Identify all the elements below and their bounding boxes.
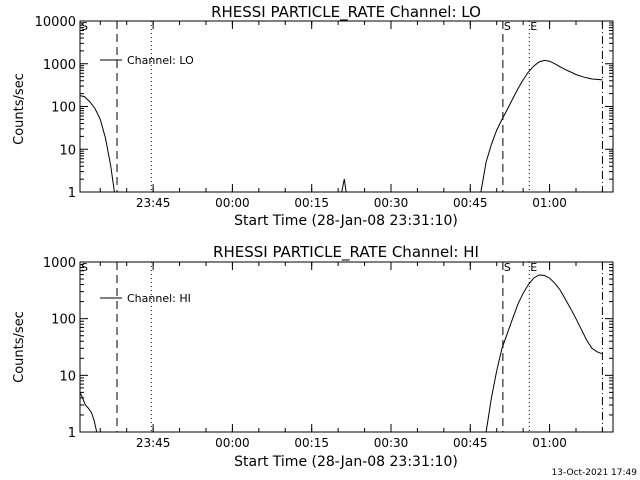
footer-timestamp: 13-Oct-2021 17:49 <box>552 468 638 478</box>
x-tick-label: 00:30 <box>374 196 409 210</box>
x-tick-label: 00:15 <box>294 436 329 450</box>
y-axis-label: Counts/sec <box>12 73 27 145</box>
y-tick-label: 1 <box>68 426 76 441</box>
x-tick-label: 23:45 <box>136 196 171 210</box>
y-tick-label: 1000 <box>43 256 76 271</box>
x-tick-label: 00:45 <box>453 196 488 210</box>
x-tick-label: 00:45 <box>453 436 488 450</box>
legend-label: Channel: LO <box>127 54 194 67</box>
y-tick-label: 100 <box>51 313 76 328</box>
marker-label: S <box>504 261 511 274</box>
chart-panel-hi: RHESSI PARTICLE_RATE Channel: HI Start T… <box>12 243 614 470</box>
x-axis-label: Start Time (28-Jan-08 23:31:10) <box>234 454 458 470</box>
marker-label: S <box>504 20 511 33</box>
plot-frame <box>79 20 614 193</box>
y-tick-label: 10000 <box>35 15 76 30</box>
y-tick-label: 10 <box>59 369 76 384</box>
x-tick-label: 01:00 <box>532 196 567 210</box>
marker-label: S <box>81 20 88 33</box>
marker-label: S <box>81 261 88 274</box>
series-line <box>79 59 603 193</box>
chart-panel-lo: RHESSI PARTICLE_RATE Channel: LO Start T… <box>12 3 614 229</box>
chart-title: RHESSI PARTICLE_RATE Channel: HI <box>213 243 479 262</box>
series-line <box>79 274 603 433</box>
legend-label: Channel: HI <box>127 292 191 305</box>
x-tick-label: 00:00 <box>215 196 250 210</box>
x-axis-label: Start Time (28-Jan-08 23:31:10) <box>234 213 458 229</box>
y-tick-label: 1 <box>68 186 76 201</box>
x-tick-label: 00:15 <box>294 196 329 210</box>
y-tick-label: 10 <box>59 143 76 158</box>
x-tick-label: 00:00 <box>215 436 250 450</box>
x-tick-label: 00:30 <box>374 436 409 450</box>
plot-frame <box>79 261 614 433</box>
y-tick-label: 1000 <box>43 58 76 73</box>
marker-label: E <box>530 261 537 274</box>
y-axis-label: Counts/sec <box>12 311 27 383</box>
chart-title: RHESSI PARTICLE_RATE Channel: LO <box>211 3 481 22</box>
marker-label: E <box>530 20 537 33</box>
x-tick-label: 23:45 <box>136 436 171 450</box>
x-tick-label: 01:00 <box>532 436 567 450</box>
y-tick-label: 100 <box>51 101 76 116</box>
